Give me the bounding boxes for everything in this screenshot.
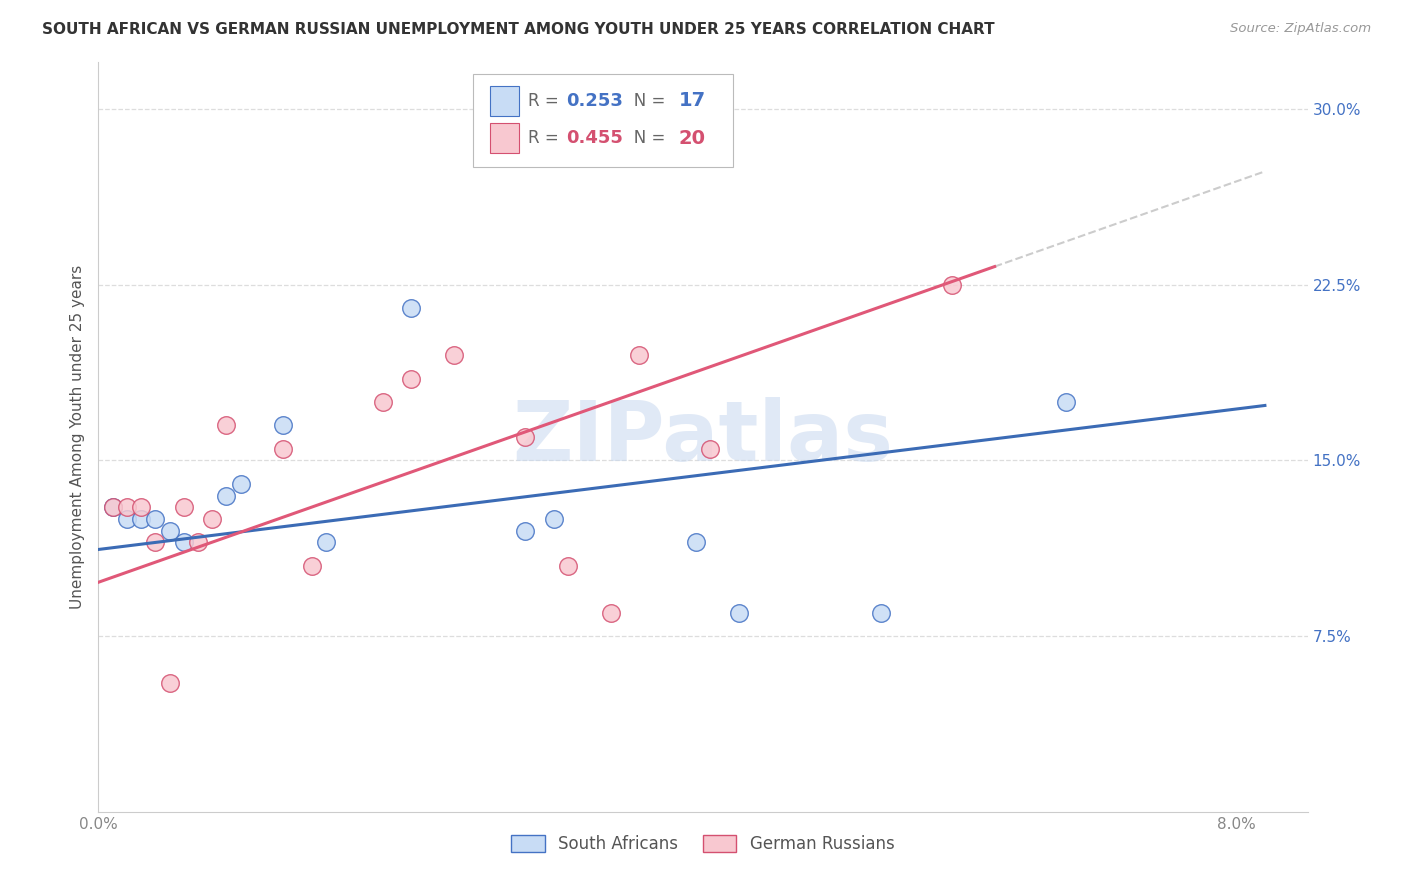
Point <box>301 558 323 573</box>
Text: 0.253: 0.253 <box>567 92 623 110</box>
Text: N =: N = <box>619 129 671 147</box>
Text: SOUTH AFRICAN VS GERMAN RUSSIAN UNEMPLOYMENT AMONG YOUTH UNDER 25 YEARS CORRELAT: SOUTH AFRICAN VS GERMAN RUSSIAN UNEMPLOY… <box>42 22 995 37</box>
Point <box>173 535 195 549</box>
Point <box>627 348 650 362</box>
Point <box>129 500 152 515</box>
Point <box>315 535 337 549</box>
Y-axis label: Unemployment Among Youth under 25 years: Unemployment Among Youth under 25 years <box>69 265 84 609</box>
Point <box>557 558 579 573</box>
Point <box>727 606 749 620</box>
Point <box>1054 395 1077 409</box>
Point <box>215 489 238 503</box>
Point <box>515 430 537 444</box>
Text: 17: 17 <box>679 91 706 110</box>
Text: R =: R = <box>527 129 564 147</box>
Point <box>101 500 124 515</box>
Point <box>401 371 423 385</box>
Text: Source: ZipAtlas.com: Source: ZipAtlas.com <box>1230 22 1371 36</box>
FancyBboxPatch shape <box>491 123 519 153</box>
Point <box>443 348 465 362</box>
Point <box>215 418 238 433</box>
Point <box>115 500 138 515</box>
Text: 0.455: 0.455 <box>567 129 623 147</box>
Point <box>143 512 166 526</box>
Point <box>401 301 423 316</box>
Point <box>201 512 224 526</box>
Point <box>173 500 195 515</box>
Point <box>371 395 394 409</box>
Text: 20: 20 <box>679 128 706 147</box>
Point <box>159 676 181 690</box>
Point <box>273 418 295 433</box>
Point <box>543 512 565 526</box>
Point <box>187 535 209 549</box>
Text: R =: R = <box>527 92 564 110</box>
Point <box>101 500 124 515</box>
Point <box>143 535 166 549</box>
Text: N =: N = <box>619 92 671 110</box>
Point <box>515 524 537 538</box>
Text: ZIPatlas: ZIPatlas <box>513 397 893 477</box>
Legend: South Africans, German Russians: South Africans, German Russians <box>505 828 901 860</box>
Point <box>869 606 891 620</box>
Point <box>229 476 252 491</box>
Point <box>129 512 152 526</box>
Point <box>941 277 963 292</box>
Point <box>159 524 181 538</box>
Point <box>685 535 707 549</box>
Point <box>699 442 721 456</box>
FancyBboxPatch shape <box>474 74 734 168</box>
Point <box>599 606 621 620</box>
Point <box>273 442 295 456</box>
FancyBboxPatch shape <box>491 86 519 116</box>
Point <box>115 512 138 526</box>
